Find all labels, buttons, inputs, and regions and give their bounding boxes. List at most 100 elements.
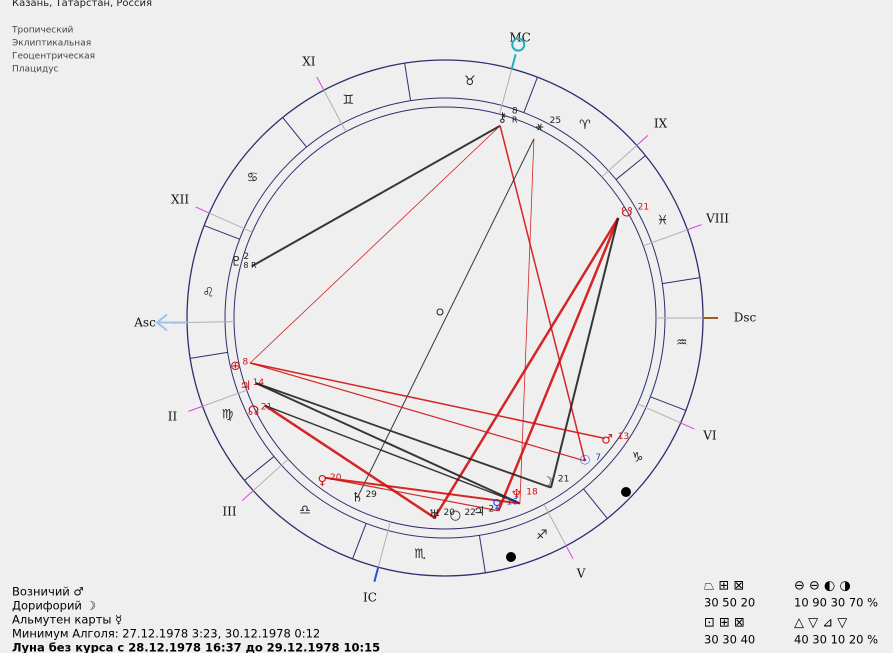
sign-glyph: ♑ <box>632 450 644 465</box>
house-label: III <box>222 505 236 519</box>
cusp-tick <box>316 76 325 91</box>
sign-glyph: ♒ <box>676 335 688 350</box>
sign-boundary <box>583 488 608 519</box>
planet-glyph: ♀ <box>317 473 327 488</box>
house-cusp <box>252 458 289 492</box>
house-cusp <box>323 89 347 132</box>
planet-glyph: ☉ <box>579 453 591 468</box>
stat-symbols: ⊖ ⊖ ◐ ◑ <box>794 579 851 594</box>
sign-glyph: ♐ <box>536 528 548 543</box>
aspect-line <box>249 125 501 364</box>
sign-boundary <box>203 225 240 240</box>
sign-glyph: ♋ <box>247 171 259 186</box>
house-label: II <box>168 410 178 424</box>
location: Казань, Татарстан, Россия <box>12 0 152 9</box>
aspect-line <box>251 124 501 268</box>
aspect-line <box>497 217 620 512</box>
cusp-tick <box>565 545 574 560</box>
planet-degree: 22 <box>464 508 475 518</box>
house-label: XII <box>171 193 189 207</box>
planet-degree: 18 <box>526 487 538 497</box>
cusp-tick <box>188 405 203 412</box>
planet-degree: 16 <box>506 497 518 507</box>
cusp-tick <box>636 134 649 146</box>
planet-degree: 7 <box>595 453 601 463</box>
sign-glyph: ♉ <box>464 74 476 89</box>
sign-glyph: ♈ <box>579 118 591 133</box>
stat-symbols: ⊡ ⊞ ⊠ <box>704 616 745 631</box>
aspect-line <box>249 362 586 462</box>
sign-glyph: ♓ <box>657 214 669 229</box>
planet-degree: 14 <box>253 378 265 388</box>
sign-boundary <box>404 63 412 101</box>
planet-degree: 8 <box>512 107 518 117</box>
cusp-tick <box>687 224 702 231</box>
house-cusp <box>377 521 391 568</box>
stat-values: 30 50 20 <box>704 596 755 610</box>
aspect-line <box>324 477 499 512</box>
setting: Плацидус <box>12 65 59 75</box>
cusp-tick <box>195 206 210 214</box>
stat-values: 30 30 40 <box>704 633 755 647</box>
house-cusp <box>209 212 253 233</box>
planet-degree: 20 <box>330 473 342 483</box>
sign-boundary <box>662 277 700 285</box>
planet-glyph: ♇ <box>231 255 243 270</box>
planet-degree: 29 <box>365 490 377 500</box>
aspect-line <box>433 217 620 519</box>
house-cusp <box>601 144 638 178</box>
sign-boundary <box>190 351 228 359</box>
dot <box>506 552 516 562</box>
sign-glyph: ♍ <box>222 407 234 422</box>
sign-boundary <box>650 396 687 411</box>
planet-degree: 25 <box>550 116 561 126</box>
cusp-tick <box>510 54 517 70</box>
planet-glyph: ♅ <box>429 508 441 523</box>
info-line: Возничий ♂ <box>12 585 84 599</box>
sign-boundary <box>352 523 367 560</box>
house-cusp <box>637 403 681 424</box>
sign-boundary <box>523 76 538 113</box>
aspect-line <box>249 362 605 440</box>
house-label: IX <box>654 116 668 130</box>
sign-glyph: ♎ <box>299 503 311 518</box>
info-line: Минимум Алголя: 27.12.1978 3:23, 30.12.1… <box>12 627 320 641</box>
house-cusp <box>202 389 247 407</box>
setting: Тропический <box>11 26 74 36</box>
sign-glyph: ♊ <box>342 93 354 108</box>
sign-boundary <box>244 456 275 481</box>
planet-degree: 2 <box>243 252 249 262</box>
planet-glyph: ♆ <box>511 488 523 503</box>
planet-glyph: ⊕ <box>230 359 241 374</box>
aspect-line <box>550 217 620 488</box>
asc-arrow <box>155 313 188 332</box>
planet-retro: 8 R <box>243 261 257 270</box>
planet-glyph: ○ <box>450 508 461 523</box>
sign-boundary <box>282 117 307 148</box>
planet-degree: 13 <box>618 432 629 442</box>
house-label: V <box>576 567 586 581</box>
planet-glyph: ☋ <box>621 206 633 221</box>
planet-retro: R <box>512 116 518 125</box>
planet-degree: 21 <box>638 203 649 213</box>
house-label: Asc <box>133 316 156 330</box>
planet-glyph: ⚹ <box>536 120 544 135</box>
stat-values: 10 90 30 70 % <box>794 596 878 610</box>
info-line: Дорифорий ☽ <box>12 599 96 613</box>
planet-glyph: ♂ <box>601 433 613 448</box>
planet-glyph: ♃ <box>240 379 252 394</box>
aspect-line <box>324 476 521 505</box>
info-line: Альмутен карты ☿ <box>12 613 122 627</box>
aspect-line <box>264 404 436 519</box>
sign-boundary <box>615 155 646 180</box>
planet-glyph: ☽ <box>542 475 554 490</box>
mc-marker <box>511 37 526 52</box>
aspect-line <box>356 138 535 498</box>
center-point <box>436 308 444 316</box>
planet-glyph: ♄ <box>351 490 363 505</box>
house-cusp <box>499 68 513 115</box>
sign-glyph: ♌ <box>202 286 214 301</box>
planet-degree: 2 <box>489 504 495 514</box>
